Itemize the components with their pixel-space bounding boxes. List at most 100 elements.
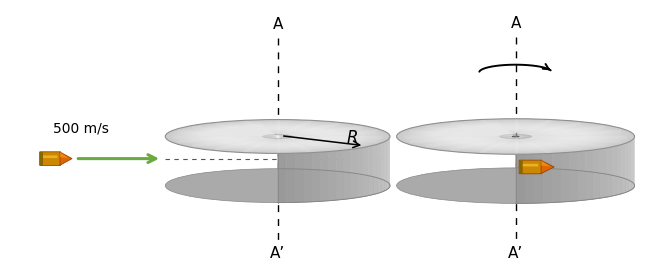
Ellipse shape [485, 132, 547, 141]
Polygon shape [373, 128, 377, 178]
Polygon shape [543, 153, 553, 203]
Ellipse shape [440, 125, 592, 148]
FancyBboxPatch shape [42, 155, 58, 158]
Ellipse shape [442, 126, 590, 147]
Ellipse shape [223, 128, 332, 145]
Ellipse shape [206, 126, 350, 147]
Polygon shape [377, 143, 381, 193]
Ellipse shape [435, 124, 596, 149]
Ellipse shape [165, 120, 390, 153]
Ellipse shape [499, 134, 532, 139]
Ellipse shape [459, 128, 572, 145]
Polygon shape [570, 152, 578, 201]
Ellipse shape [235, 130, 321, 143]
Polygon shape [629, 131, 631, 182]
Ellipse shape [411, 121, 620, 152]
Polygon shape [617, 127, 621, 177]
Ellipse shape [208, 126, 347, 147]
Ellipse shape [420, 122, 611, 151]
Text: R: R [346, 129, 358, 147]
Ellipse shape [480, 131, 551, 142]
Ellipse shape [260, 134, 295, 139]
Ellipse shape [449, 127, 582, 146]
FancyBboxPatch shape [522, 164, 538, 167]
Ellipse shape [456, 128, 575, 145]
Ellipse shape [239, 131, 316, 142]
Ellipse shape [428, 123, 603, 150]
Polygon shape [278, 153, 286, 203]
Polygon shape [553, 120, 561, 169]
Ellipse shape [242, 131, 313, 142]
Polygon shape [336, 122, 344, 172]
Polygon shape [357, 147, 363, 198]
Ellipse shape [183, 122, 372, 151]
Ellipse shape [175, 121, 381, 152]
Ellipse shape [496, 134, 535, 139]
Ellipse shape [165, 169, 390, 203]
Polygon shape [633, 138, 634, 188]
Ellipse shape [226, 129, 329, 144]
Ellipse shape [178, 121, 377, 152]
Ellipse shape [489, 133, 542, 140]
Ellipse shape [430, 124, 602, 149]
Polygon shape [525, 154, 534, 203]
Polygon shape [350, 149, 357, 198]
Polygon shape [381, 130, 385, 180]
Polygon shape [363, 146, 369, 197]
Polygon shape [295, 120, 304, 169]
Polygon shape [516, 154, 525, 203]
Text: 500 m/s: 500 m/s [53, 121, 109, 135]
Polygon shape [344, 123, 350, 173]
Text: A: A [510, 16, 521, 31]
Ellipse shape [397, 168, 635, 203]
FancyBboxPatch shape [520, 160, 523, 174]
Polygon shape [606, 125, 612, 175]
Ellipse shape [494, 133, 537, 140]
Polygon shape [60, 152, 68, 158]
Ellipse shape [468, 129, 563, 144]
Polygon shape [385, 140, 387, 191]
Ellipse shape [251, 132, 305, 141]
Ellipse shape [264, 135, 291, 138]
Ellipse shape [461, 128, 570, 145]
Ellipse shape [418, 122, 613, 151]
Polygon shape [60, 152, 72, 165]
Polygon shape [321, 152, 329, 201]
Ellipse shape [432, 124, 599, 149]
Polygon shape [286, 120, 295, 169]
Ellipse shape [401, 120, 630, 153]
Ellipse shape [512, 136, 519, 137]
Polygon shape [621, 143, 625, 194]
Ellipse shape [167, 120, 388, 153]
Polygon shape [387, 133, 389, 183]
Ellipse shape [437, 125, 594, 148]
Polygon shape [553, 153, 561, 203]
Polygon shape [578, 151, 586, 201]
Ellipse shape [276, 136, 280, 137]
Ellipse shape [249, 132, 307, 141]
Ellipse shape [475, 130, 556, 143]
Polygon shape [304, 153, 313, 202]
Polygon shape [357, 124, 363, 175]
Ellipse shape [268, 135, 287, 138]
Ellipse shape [463, 129, 568, 144]
Ellipse shape [176, 121, 379, 152]
Polygon shape [369, 145, 373, 195]
Polygon shape [625, 142, 629, 192]
Ellipse shape [181, 122, 374, 151]
Polygon shape [313, 152, 321, 202]
Polygon shape [612, 146, 617, 196]
Ellipse shape [217, 127, 338, 146]
Polygon shape [625, 130, 629, 180]
FancyBboxPatch shape [40, 152, 61, 165]
Polygon shape [278, 120, 286, 169]
Ellipse shape [511, 136, 520, 137]
Polygon shape [329, 151, 336, 201]
Polygon shape [633, 134, 634, 184]
Ellipse shape [506, 135, 525, 138]
Ellipse shape [212, 127, 343, 146]
Ellipse shape [244, 131, 311, 142]
Ellipse shape [406, 120, 625, 153]
Ellipse shape [186, 123, 369, 150]
Polygon shape [561, 152, 570, 202]
